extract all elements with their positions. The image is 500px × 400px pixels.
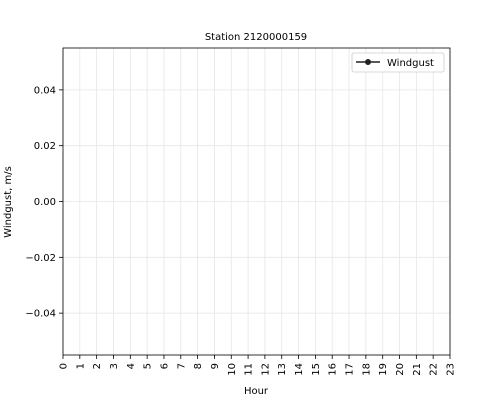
x-tick-label: 16: [328, 363, 339, 376]
x-tick-label: 12: [260, 363, 271, 376]
x-axis: 0 1 2 3 4 5 6 7 8 9 10 11 12 13 14 15 16 17 18 19 20 21 22 23: [59, 355, 457, 376]
x-axis-label: Hour: [244, 386, 269, 397]
x-tick-label: 20: [395, 363, 406, 376]
grid: [62, 48, 451, 355]
x-tick-label: 15: [311, 363, 322, 376]
y-tick-label: −0.02: [25, 253, 56, 264]
y-tick-label: 0.00: [34, 197, 56, 208]
x-tick-label: 7: [176, 363, 187, 369]
legend-marker-icon: [365, 59, 371, 65]
x-tick-label: 19: [378, 363, 389, 376]
x-tick-label: 2: [92, 363, 103, 369]
x-tick-label: 10: [227, 363, 238, 376]
legend: Windgust: [351, 52, 445, 73]
y-axis-label: Windgust, m/s: [3, 166, 14, 238]
y-tick-label: −0.04: [25, 309, 56, 320]
x-tick-label: 6: [159, 363, 170, 369]
x-tick-label: 14: [294, 363, 305, 376]
x-tick-label: 4: [126, 363, 137, 369]
x-tick-label: 9: [210, 363, 221, 369]
legend-box: [351, 52, 445, 73]
x-tick-label: 21: [412, 363, 423, 376]
x-tick-label: 18: [361, 363, 372, 376]
chart-title: Station 2120000159: [205, 32, 307, 43]
x-tick-label: 8: [193, 363, 204, 369]
x-tick-label: 5: [143, 363, 154, 369]
x-tick-label: 17: [345, 363, 356, 376]
y-tick-label: 0.02: [34, 141, 56, 152]
x-tick-label: 3: [109, 363, 120, 369]
y-axis: 0.04 0.02 0.00 −0.02 −0.04: [25, 85, 63, 320]
legend-label: Windgust: [387, 58, 434, 69]
y-tick-label: 0.04: [34, 85, 56, 96]
x-tick-label: 1: [75, 363, 86, 369]
x-tick-label: 23: [446, 363, 457, 376]
x-tick-label: 11: [244, 363, 255, 376]
x-tick-label: 0: [59, 363, 70, 369]
x-tick-label: 13: [277, 363, 288, 376]
x-tick-label: 22: [429, 363, 440, 376]
